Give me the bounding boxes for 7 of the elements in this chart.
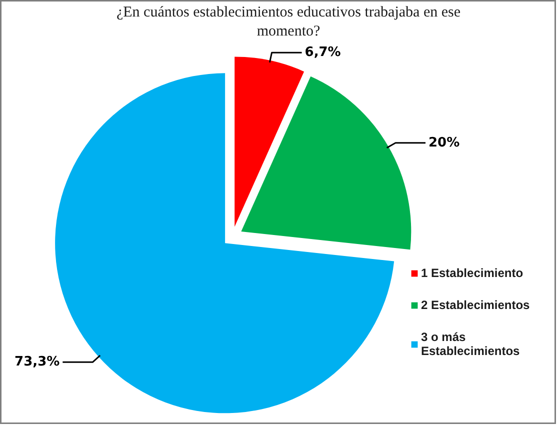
legend-label: 2 Establecimientos xyxy=(421,298,530,312)
data-label: 20% xyxy=(428,135,460,150)
chart-title: ¿En cuántos establecimientos educativos trabajaba en ese momento? xyxy=(116,4,461,40)
legend-label: 3 o más Establecimientos xyxy=(421,330,520,358)
legend-label: 1 Establecimiento xyxy=(421,266,524,280)
data-label: 73,3% xyxy=(14,354,60,370)
data-label: 6,7% xyxy=(304,45,341,60)
